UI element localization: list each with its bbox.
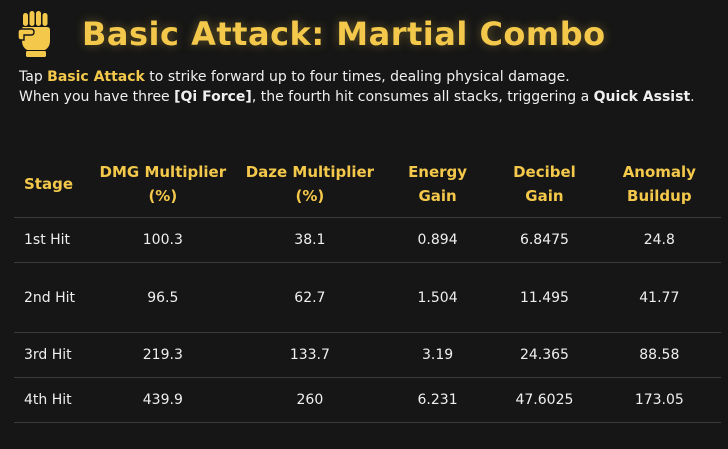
energy-cell: 6.231 xyxy=(383,377,492,423)
table-header-row: Stage DMG Multiplier (%) Daze Multiplier… xyxy=(14,150,721,218)
daze-cell: 62.7 xyxy=(235,262,384,333)
dmg-cell: 439.9 xyxy=(89,377,236,423)
fist-icon xyxy=(17,11,50,57)
description-line-1: Tap Basic Attack to strike forward up to… xyxy=(19,69,570,85)
table-row: 3rd Hit 219.3 133.7 3.19 24.365 88.58 xyxy=(14,332,721,378)
description-line-2: When you have three [Qi Force], the four… xyxy=(19,89,695,105)
header-dmg-multiplier: DMG Multiplier (%) xyxy=(89,150,236,218)
daze-cell: 133.7 xyxy=(235,332,384,378)
header-daze-multiplier: Daze Multiplier (%) xyxy=(235,150,384,218)
decibel-cell: 24.365 xyxy=(491,332,598,378)
decibel-cell: 11.495 xyxy=(491,262,598,333)
stage-cell: 4th Hit xyxy=(14,377,90,423)
header-decibel-gain: Decibel Gain xyxy=(491,150,598,218)
header: Basic Attack: Martial Combo xyxy=(14,6,606,62)
dmg-cell: 219.3 xyxy=(89,332,236,378)
header-stage: Stage xyxy=(14,150,90,218)
daze-cell: 38.1 xyxy=(235,217,384,263)
decibel-cell: 47.6025 xyxy=(491,377,598,423)
anomaly-cell: 88.58 xyxy=(597,332,721,378)
decibel-cell: 6.8475 xyxy=(491,217,598,263)
dmg-cell: 96.5 xyxy=(89,262,236,333)
anomaly-cell: 41.77 xyxy=(597,262,721,333)
stage-cell: 2nd Hit xyxy=(14,262,90,333)
stage-cell: 3rd Hit xyxy=(14,332,90,378)
energy-cell: 1.504 xyxy=(383,262,492,333)
stats-table: Stage DMG Multiplier (%) Daze Multiplier… xyxy=(14,150,721,423)
anomaly-cell: 24.8 xyxy=(597,217,721,263)
anomaly-cell: 173.05 xyxy=(597,377,721,423)
skill-description: Tap Basic Attack to strike forward up to… xyxy=(19,67,719,107)
stage-cell: 1st Hit xyxy=(14,217,90,263)
qi-force-keyword: [Qi Force] xyxy=(174,89,252,105)
table-row: 4th Hit 439.9 260 6.231 47.6025 173.05 xyxy=(14,377,721,423)
basic-attack-keyword: Basic Attack xyxy=(47,69,145,85)
header-energy-gain: Energy Gain xyxy=(383,150,492,218)
table-row: 1st Hit 100.3 38.1 0.894 6.8475 24.8 xyxy=(14,217,721,263)
header-anomaly-buildup: Anomaly Buildup xyxy=(597,150,721,218)
dmg-cell: 100.3 xyxy=(89,217,236,263)
daze-cell: 260 xyxy=(235,377,384,423)
table-row: 2nd Hit 96.5 62.7 1.504 11.495 41.77 xyxy=(14,262,721,333)
energy-cell: 0.894 xyxy=(383,217,492,263)
page-title: Basic Attack: Martial Combo xyxy=(82,15,606,53)
energy-cell: 3.19 xyxy=(383,332,492,378)
quick-assist-keyword: Quick Assist xyxy=(593,89,691,105)
